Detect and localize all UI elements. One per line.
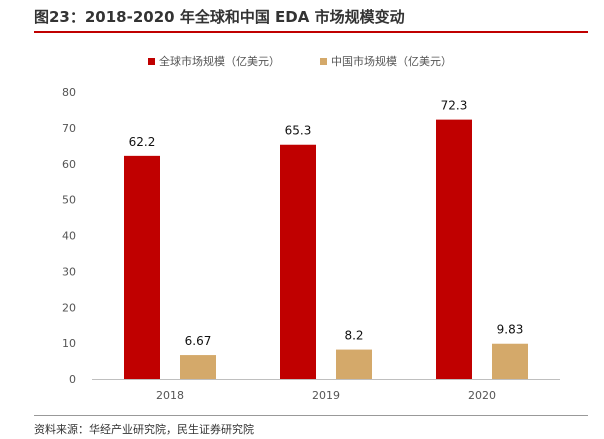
footer-divider [34,415,588,416]
x-tick-label: 2018 [156,389,184,402]
y-tick-label: 70 [62,122,76,135]
x-tick-label: 2019 [312,389,340,402]
data-label: 72.3 [441,99,468,113]
bar-series-1 [280,144,316,379]
figure-title: 图23：2018-2020 年全球和中国 EDA 市场规模变动 [34,8,405,26]
source-note: 资料来源：华经产业研究院，民生证券研究院 [34,423,254,436]
data-label: 65.3 [285,124,312,138]
bar-series-1 [124,155,160,379]
x-tick-label: 2020 [468,389,496,402]
data-label: 62.2 [129,135,156,149]
y-tick-label: 0 [69,373,76,386]
y-tick-label: 40 [62,230,76,243]
bar-series-2 [492,343,528,379]
legend-swatch-2 [320,58,327,65]
data-label: 9.83 [497,323,524,337]
legend-label-2: 中国市场规模（亿美元） [331,54,452,68]
y-tick-label: 20 [62,301,76,314]
data-label: 6.67 [185,334,212,348]
y-tick-label: 10 [62,337,76,350]
y-tick-label: 30 [62,265,76,278]
legend-label-1: 全球市场规模（亿美元） [159,54,280,68]
bar-series-1 [436,119,472,379]
y-tick-label: 60 [62,158,76,171]
legend-swatch-1 [148,58,155,65]
title-divider [34,31,588,33]
bar-series-2 [336,349,372,379]
y-tick-label: 80 [62,86,76,99]
y-tick-label: 50 [62,194,76,207]
bar-series-2 [180,355,216,379]
data-label: 8.2 [344,329,363,343]
